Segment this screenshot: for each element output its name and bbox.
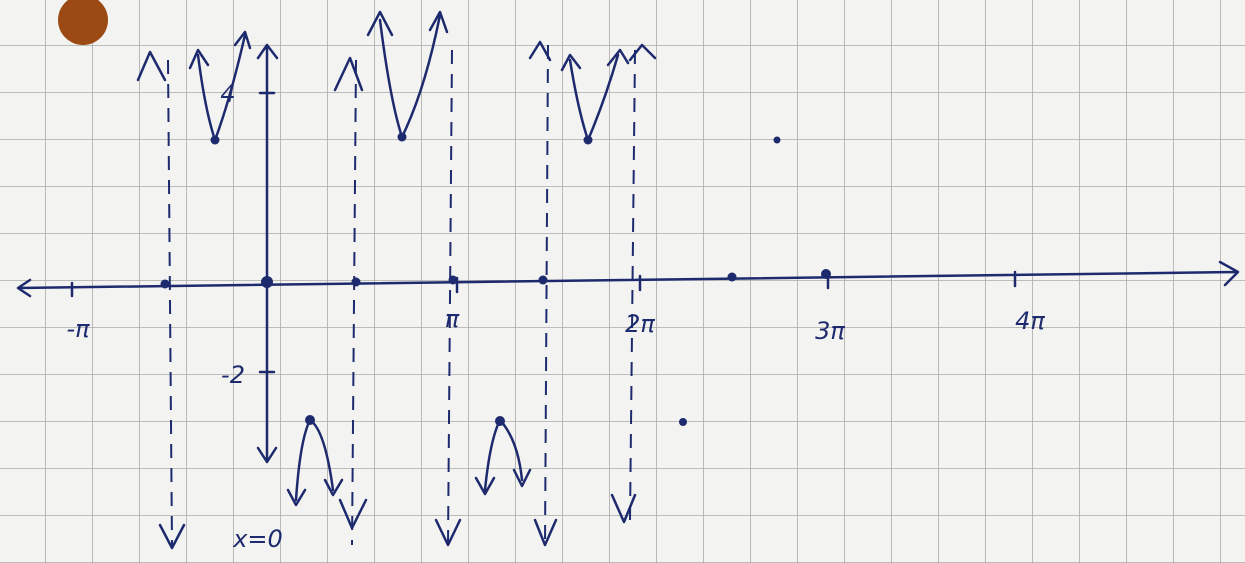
x-axis-label: π [445, 305, 460, 333]
grid [0, 0, 1245, 563]
asymptote-label: x=0 [232, 525, 283, 553]
y-axis-label: 4 [220, 80, 235, 108]
y-axis-label: -2 [221, 361, 245, 389]
graph-paper: -π π 2π 3π 4π 4 -2 x=0 [0, 0, 1245, 563]
x-axis-label: 3π [815, 317, 845, 345]
x-axis-label: 2π [625, 310, 655, 338]
x-axis-label: -π [66, 315, 90, 343]
x-axis-label: 4π [1015, 307, 1045, 335]
page: -π π 2π 3π 4π 4 -2 x=0 (() => { const da… [0, 0, 1245, 563]
